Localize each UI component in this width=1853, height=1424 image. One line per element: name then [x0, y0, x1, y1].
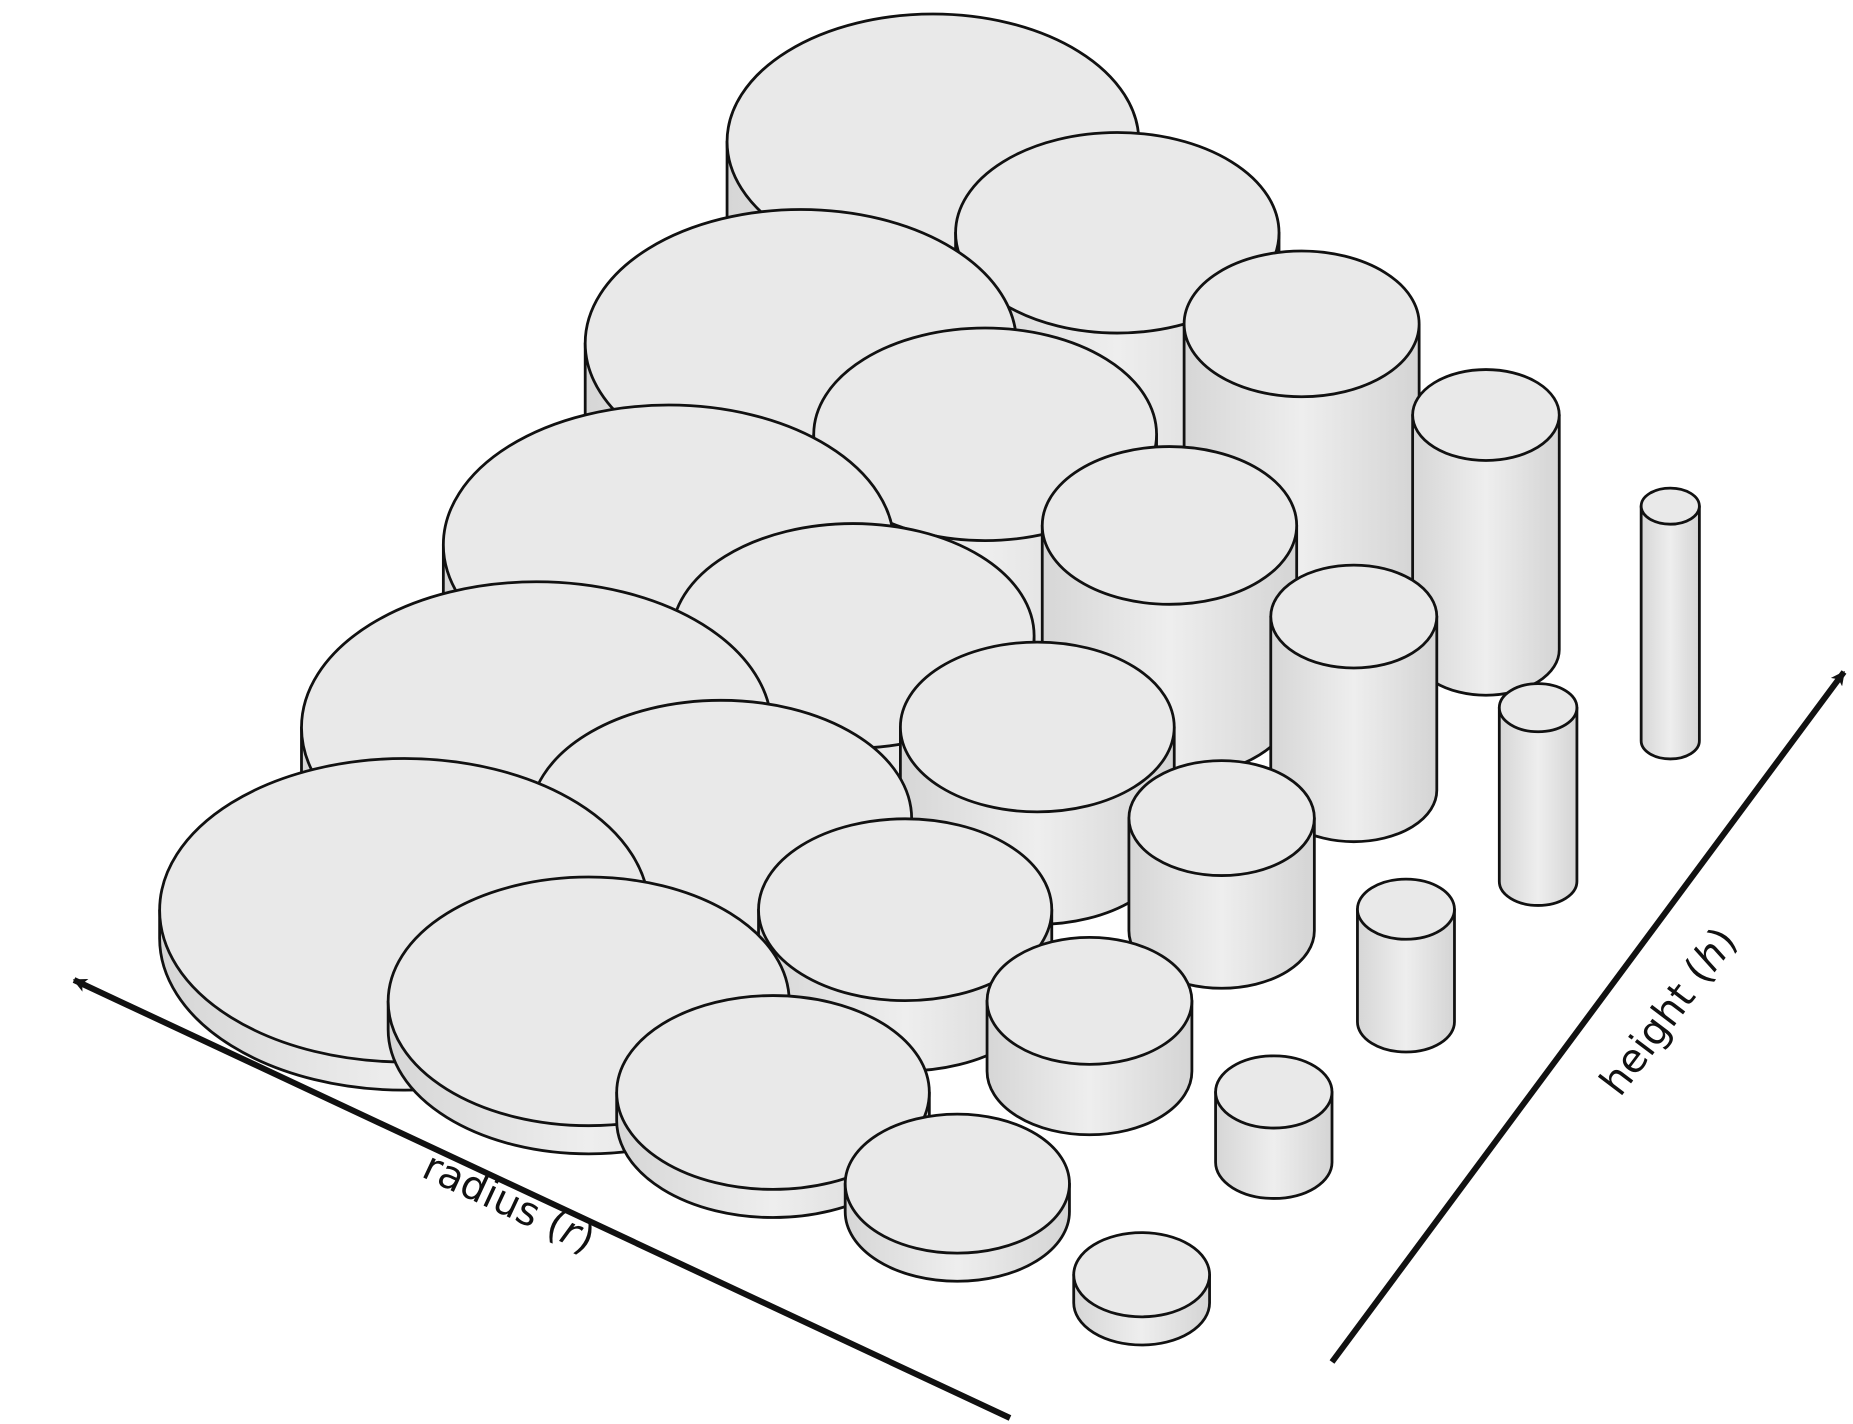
cylinder-top: [899, 640, 1176, 814]
cylinder-top: [985, 935, 1194, 1066]
cylinder: [1072, 1231, 1211, 1347]
cylinder-top: [843, 1112, 1071, 1255]
height-axis-label: height (h): [1591, 919, 1746, 1104]
height-axis-arrow: [1329, 670, 1847, 1364]
cylinder-top: [954, 131, 1281, 335]
radius-axis-arrow: [72, 977, 1012, 1421]
cylinder: [1269, 563, 1439, 844]
radius-axis-label: radius (r): [416, 1143, 602, 1262]
cylinder: [1639, 486, 1701, 761]
cylinder-top: [1214, 1054, 1334, 1130]
cylinder-top: [615, 994, 931, 1191]
cylinder-top: [757, 817, 1054, 1003]
cylinder-side: [1639, 504, 1701, 761]
cylinder-top: [1072, 1231, 1211, 1319]
cylinder-top: [1127, 759, 1316, 877]
cylinder-top: [1356, 877, 1456, 941]
cylinder: [1127, 759, 1316, 990]
cylinder-top: [1182, 249, 1421, 399]
cylinder-side: [1356, 907, 1456, 1054]
cylinder: [1214, 1054, 1334, 1200]
cylinder-top: [1639, 486, 1701, 526]
cylinder-top: [1269, 563, 1439, 670]
cylinders-group: [158, 12, 1701, 1347]
cylinder: [985, 935, 1194, 1137]
cylinder-top: [1497, 682, 1579, 734]
cylinder-top: [1411, 368, 1561, 462]
cylinder-side: [1497, 706, 1579, 907]
cylinder: [843, 1112, 1071, 1283]
cylinder: [1497, 682, 1579, 907]
cylinder: [1356, 877, 1456, 1054]
cylinder-top: [1040, 445, 1299, 606]
radius-axis-word: radius: [416, 1143, 548, 1237]
